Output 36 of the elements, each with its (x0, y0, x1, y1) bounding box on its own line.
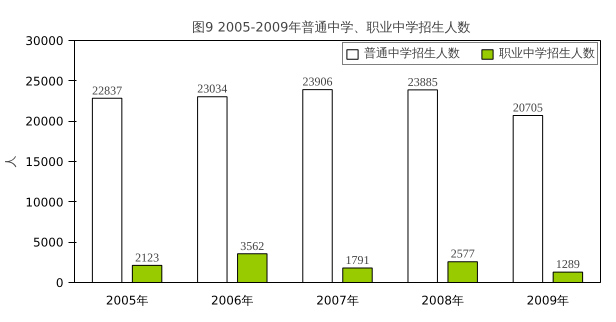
x-tick-label: 2009年 (526, 294, 570, 308)
data-label: 2577 (450, 246, 475, 261)
y-tick-label: 25000 (25, 74, 64, 88)
bar (92, 98, 122, 282)
y-tick-label: 10000 (25, 195, 64, 210)
bar (237, 253, 268, 282)
bar (447, 261, 478, 282)
bar (342, 268, 373, 282)
x-tick-label: 2006年 (211, 294, 254, 308)
y-tick-label: 15000 (25, 155, 64, 169)
bar (197, 96, 228, 282)
data-label: 3562 (240, 238, 264, 253)
bar (512, 114, 544, 282)
bar (302, 89, 333, 282)
x-tick-label: 2008年 (421, 294, 464, 308)
y-tick-label: 0 (56, 276, 64, 290)
y-tick-label: 20000 (25, 114, 64, 129)
legend-label: 职业中学招生人数 (499, 45, 595, 62)
x-tick-label: 2005年 (106, 294, 148, 308)
data-label: 20705 (512, 100, 543, 114)
data-label: 1289 (556, 257, 580, 272)
data-label: 1791 (345, 253, 370, 268)
bar (132, 264, 162, 282)
y-tick-label: 30000 (25, 34, 64, 48)
bar (407, 89, 438, 282)
bar (552, 272, 584, 282)
legend-label: 普通中学招生人数 (364, 45, 460, 62)
x-tick-label: 2007年 (316, 294, 359, 308)
data-label: 22837 (92, 83, 122, 98)
y-axis-title: 人 (3, 156, 18, 168)
data-label: 23885 (408, 74, 438, 89)
y-tick-label: 5000 (32, 236, 64, 250)
chart-title: 图9 2005-2009年普通中学、职业中学招生人数 (192, 20, 470, 36)
data-label: 2123 (135, 250, 160, 264)
data-label: 23906 (302, 74, 333, 89)
data-label: 23034 (197, 82, 228, 96)
